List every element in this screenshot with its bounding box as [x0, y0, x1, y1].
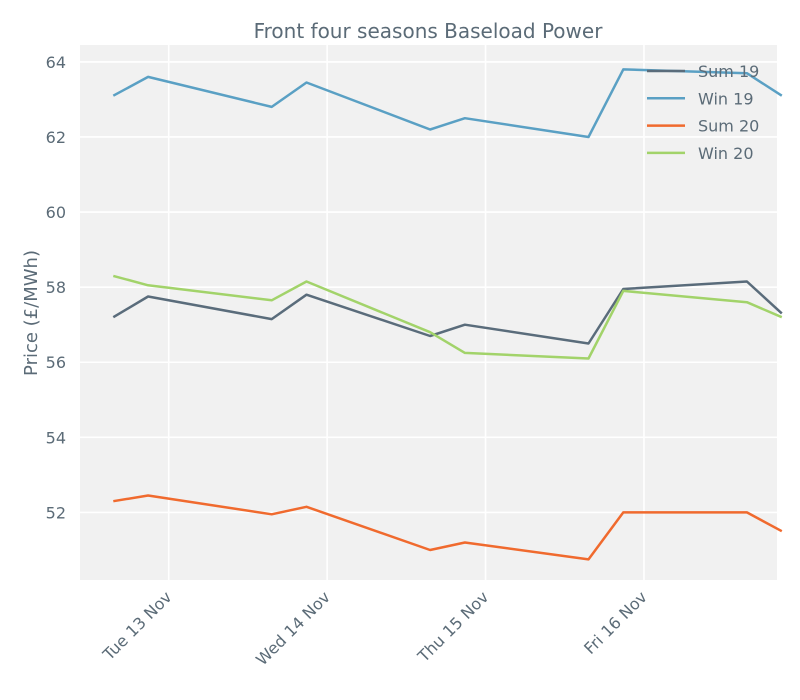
series-line-sum-19	[112, 280, 783, 345]
series-lines	[112, 68, 783, 561]
grid-lines	[80, 45, 777, 580]
y-tick-label: 56	[46, 353, 66, 372]
x-tick-label: Tue 13 Nov	[98, 587, 175, 664]
legend-label: Sum 20	[698, 117, 759, 136]
legend-label: Win 20	[698, 144, 754, 163]
y-tick-label: 54	[46, 428, 66, 447]
y-tick-label: 60	[46, 203, 66, 222]
y-tick-label: 58	[46, 278, 66, 297]
legend-label: Win 19	[698, 89, 754, 108]
plot-background	[80, 45, 777, 580]
y-tick-label: 64	[46, 53, 66, 72]
y-axis-label: Price (£/MWh)	[21, 250, 42, 376]
y-axis-ticks: 52 54 56 58 60 62 64	[46, 53, 66, 523]
series-line-win-19	[112, 68, 783, 139]
legend: Sum 19 Win 19 Sum 20 Win 20	[647, 62, 759, 163]
series-line-win-20	[112, 274, 783, 360]
chart-title: Front four seasons Baseload Power	[254, 19, 604, 43]
x-tick-label: Fri 16 Nov	[580, 587, 651, 658]
x-tick-label: Thu 15 Nov	[413, 587, 492, 666]
series-line-sum-20	[113, 494, 783, 561]
legend-label: Sum 19	[698, 62, 759, 81]
y-tick-label: 62	[46, 128, 66, 147]
x-tick-label: Wed 14 Nov	[252, 587, 334, 669]
y-tick-label: 52	[46, 503, 66, 522]
x-axis-ticks: Tue 13 Nov Wed 14 Nov Thu 15 Nov Fri 16 Nov	[98, 587, 650, 669]
